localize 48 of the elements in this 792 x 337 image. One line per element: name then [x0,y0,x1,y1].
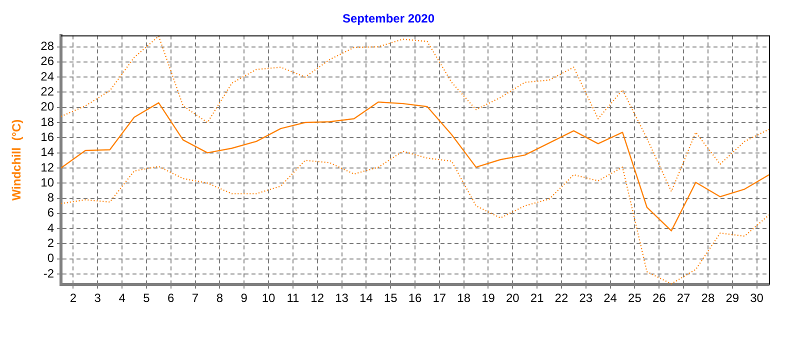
y-tick-label: 14 [40,145,54,160]
x-tick-label: 4 [118,291,126,306]
x-tick-label: 21 [530,291,544,306]
x-tick-label: 10 [262,291,276,306]
x-tick-label: 6 [168,291,175,306]
line-series [61,36,769,192]
y-tick-label: 20 [40,100,54,114]
x-tick-label: 14 [359,291,374,306]
x-tick-label: 13 [335,291,349,306]
x-tick-label: 22 [554,291,568,306]
x-tick-label: 20 [506,291,520,306]
y-tick-label: 8 [47,190,54,205]
y-tick-label: 10 [40,175,54,190]
x-tick-label: 17 [432,291,446,306]
y-tick-label: 4 [47,220,54,235]
x-tick-label: 15 [384,291,398,306]
x-tick-label: 19 [482,291,496,306]
x-tick-label: 12 [310,291,324,306]
x-tick-label: 24 [604,291,618,306]
x-tick-label: 9 [240,291,248,306]
x-tick-label: 28 [701,291,715,306]
y-tick-label: 22 [40,84,54,99]
x-tick-label: 18 [457,291,471,306]
y-tick-label: 24 [40,69,54,84]
x-tick-label: 27 [676,291,691,306]
x-tick-label: 11 [286,291,300,306]
x-tick-label: 29 [726,291,740,306]
x-tick-label: 7 [192,291,199,306]
y-tick-label: -2 [43,266,54,280]
x-tick-label: 30 [750,291,764,306]
y-tick-label: 18 [40,114,54,129]
y-tick-label: 12 [40,160,54,174]
y-axis-title: Windchill (°C) [10,119,24,201]
x-tick-label: 2 [70,291,77,306]
chart-title: September 2020 [342,12,435,26]
x-tick-label: 5 [143,291,150,306]
y-tick-label: 26 [40,54,54,68]
y-tick-label: 16 [40,130,54,144]
y-tick-label: 28 [40,39,54,54]
x-tick-label: 23 [579,291,593,306]
x-tick-label: 8 [216,291,224,306]
y-tick-label: 6 [47,206,54,220]
x-tick-label: 26 [652,291,666,306]
x-tick-label: 3 [94,291,102,306]
y-tick-label: 2 [47,236,54,250]
y-tick-label: 0 [47,251,54,266]
x-tick-label: 25 [628,291,642,306]
x-tick-label: 16 [408,291,422,306]
